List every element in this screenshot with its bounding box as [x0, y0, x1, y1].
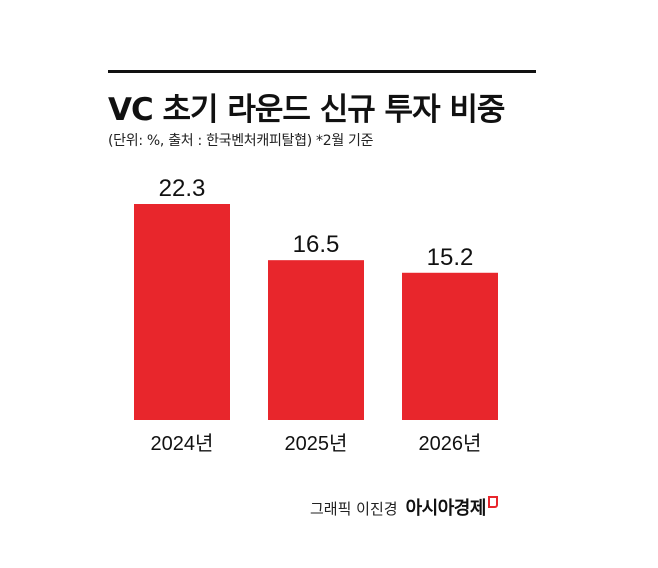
footer: 그래픽 이진경 아시아경제: [310, 494, 498, 520]
bar-2025년: [268, 260, 364, 420]
category-label-2025년: 2025년: [285, 432, 348, 455]
chart-subtitle: (단위: %, 출처 : 한국벤처캐피탈협) *2월 기준: [108, 133, 374, 149]
data-label-2025년: 16.5: [293, 231, 340, 258]
data-label-2026년: 15.2: [427, 244, 474, 271]
bar-chart: 22.3 2024년 16.5 2025년 15.2 2026년: [134, 175, 498, 455]
data-label-2024년: 22.3: [159, 175, 206, 202]
category-label-2024년: 2024년: [151, 432, 214, 455]
brand-mark-icon: [487, 496, 498, 508]
brand-logo: 아시아경제: [406, 494, 498, 520]
brand-name: 아시아경제: [405, 498, 487, 519]
top-rule: [108, 70, 536, 73]
chart-title: VC 초기 라운드 신규 투자 비중: [108, 92, 505, 128]
bar-2026년: [402, 272, 498, 420]
graphic-credit: 그래픽 이진경: [310, 500, 398, 518]
bars-group: 22.3 2024년 16.5 2025년 15.2 2026년: [134, 175, 498, 455]
bar-2024년: [134, 204, 230, 420]
category-label-2026년: 2026년: [419, 432, 482, 455]
